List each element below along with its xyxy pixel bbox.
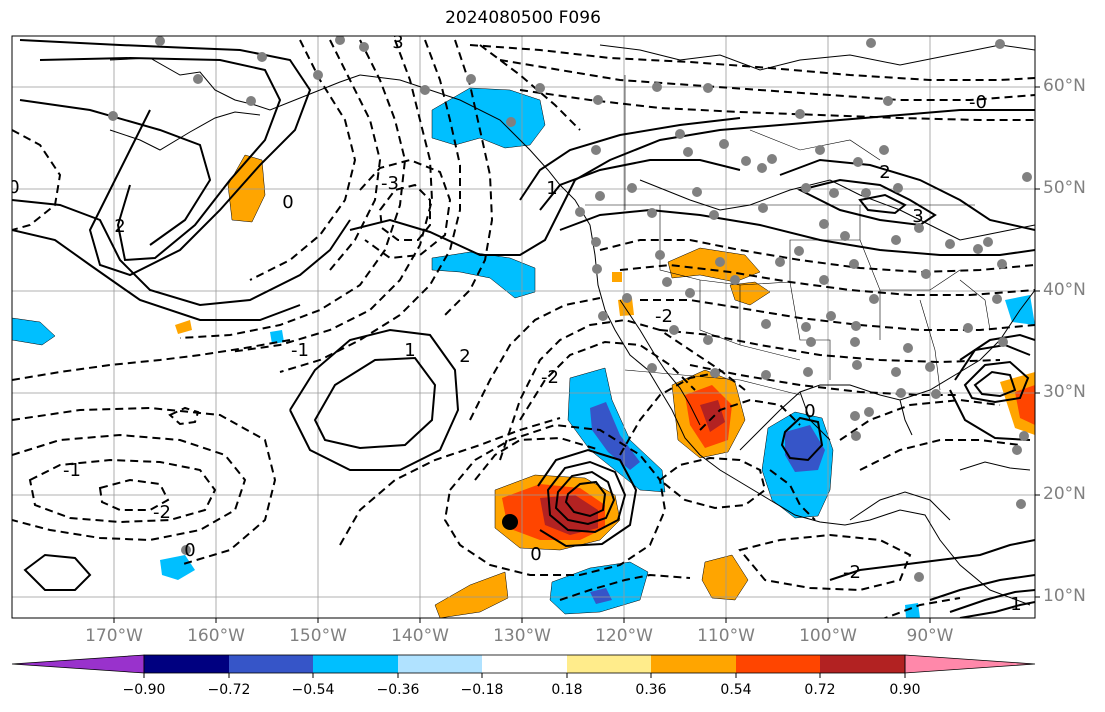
contour-label: -2 [153, 502, 171, 523]
lon-label-100w: 100°W [799, 626, 857, 646]
contour-label: 0 [8, 177, 19, 198]
colorbar-tick-label: 0.90 [889, 682, 921, 698]
contour-label: 0 [184, 540, 195, 561]
cold-anomaly-small-2 [270, 330, 284, 344]
lat-label-20n: 20°N [1043, 484, 1086, 504]
contour-label: 2 [114, 216, 125, 237]
shading-layer [12, 87, 1035, 618]
contour-label: -1 [291, 340, 309, 361]
warm-anomaly-small-3 [612, 272, 622, 282]
strong-cold-anomaly-gulf-mexico [785, 425, 825, 472]
warm-anomaly-plains [729, 281, 771, 306]
lat-label-10n: 10°N [1043, 586, 1086, 606]
contour-label: 1 [546, 178, 557, 199]
colorbar-tick-label: −0.90 [122, 682, 166, 698]
contour-label: -2 [843, 562, 861, 583]
colorbar-segment [820, 655, 905, 673]
colorbar-tick-label: −0.36 [376, 682, 420, 698]
warm-anomaly-small [175, 320, 192, 334]
contour-label: -0 [969, 92, 987, 113]
map-title: 2024080500 F096 [445, 8, 601, 28]
colorbar-segment [651, 655, 736, 673]
contour-label: 0 [804, 401, 815, 422]
political-boundaries [585, 75, 991, 396]
warm-anomaly-tropical-west [434, 571, 509, 618]
warm-anomaly-tropical-east [701, 554, 749, 601]
lon-label-110w: 110°W [697, 626, 755, 646]
contour-label: 0 [530, 544, 541, 565]
strong-cold-anomaly-tropical-pacific [590, 588, 612, 604]
colorbar-segment [398, 655, 482, 673]
strong-warm-anomaly-atlantic [1015, 385, 1035, 425]
station-markers [108, 36, 1032, 582]
cold-anomaly-gulf-alaska [431, 87, 546, 149]
colorbar-segment [567, 655, 651, 673]
colorbar-segment [313, 655, 398, 673]
lon-label-150w: 150°W [289, 626, 347, 646]
colorbar-segment [229, 655, 313, 673]
contours-solid [12, 39, 1035, 618]
colorbar-tick-label: 0.36 [635, 682, 667, 698]
colorbar-tick-label: 0.54 [720, 682, 752, 698]
lon-ticks [113, 618, 931, 623]
contour-label: 2 [459, 346, 470, 367]
colorbar-tick-label: −0.18 [460, 682, 504, 698]
colorbar-frame [143, 654, 906, 674]
colorbar-segment [736, 655, 820, 673]
lat-label-40n: 40°N [1043, 280, 1086, 300]
cold-anomaly-small [160, 555, 195, 580]
colorbar-segment [482, 655, 567, 673]
lon-label-90w: 90°W [906, 626, 954, 646]
warm-anomaly-rockies [667, 247, 761, 283]
colorbar-upper-extension [904, 654, 1036, 674]
lat-label-30n: 30°N [1043, 382, 1086, 402]
lon-label-170w: 170°W [85, 626, 143, 646]
map-content: 0 2 1 -2 -1 3 -3 0 2 -2 1 0 -1 2 3 -2 0 … [8, 32, 1035, 618]
lat-label-50n: 50°N [1043, 178, 1086, 198]
contour-label: 1 [404, 340, 415, 361]
colorbar-lower-extension [11, 654, 145, 674]
colorbar-tick-label: 0.72 [804, 682, 836, 698]
colorbar [11, 654, 1036, 678]
contour-label: 3 [912, 206, 923, 227]
colorbar-segment [144, 655, 229, 673]
very-strong-warm-anomaly-mexico [700, 400, 725, 432]
lat-ticks [1035, 86, 1040, 598]
strong-cold-anomaly-baja-offshore [590, 402, 640, 470]
lat-label-60n: 60°N [1043, 76, 1086, 96]
contour-label: -3 [381, 173, 399, 194]
colorbar-tick-label: −0.54 [291, 682, 335, 698]
contour-label: 1 [1010, 594, 1021, 615]
map-frame [11, 35, 1036, 619]
contour-label: 2 [879, 162, 890, 183]
coastlines [109, 44, 1035, 606]
contour-label: -1 [63, 460, 81, 481]
lon-label-140w: 140°W [391, 626, 449, 646]
very-strong-warm-anomaly-tropical-storm [540, 495, 598, 535]
contour-label: -2 [541, 367, 559, 388]
lon-label-160w: 160°W [187, 626, 245, 646]
cold-anomaly-small-3 [905, 603, 920, 618]
storm-center-marker [502, 514, 518, 530]
contour-label: 3 [392, 32, 403, 53]
contour-label: -2 [655, 306, 673, 327]
contour-label: 0 [282, 192, 293, 213]
colorbar-tick-label: 0.18 [551, 682, 583, 698]
cold-anomaly-west-edge [12, 317, 56, 346]
lon-label-120w: 120°W [595, 626, 653, 646]
colorbar-tick-label: −0.72 [207, 682, 251, 698]
lon-label-130w: 130°W [493, 626, 551, 646]
